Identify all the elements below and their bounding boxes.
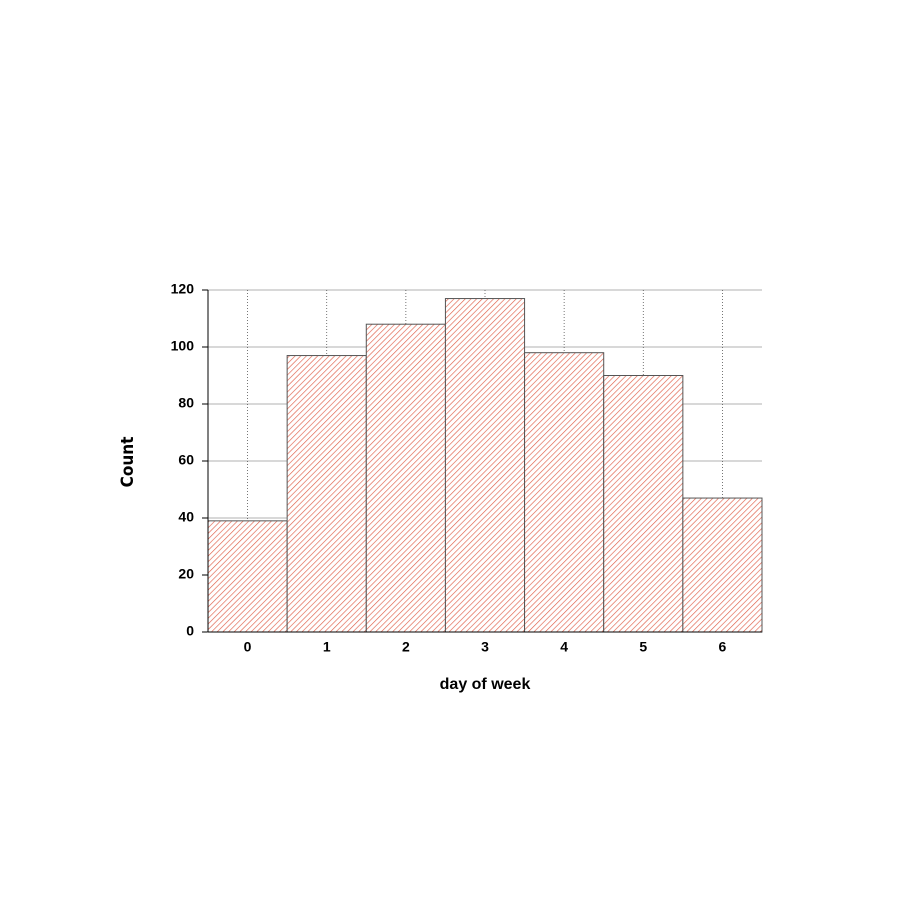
y-tick-label: 120 xyxy=(171,281,195,297)
x-axis-label: day of week xyxy=(440,676,531,693)
bar xyxy=(444,298,526,633)
bar xyxy=(682,497,763,633)
x-tick-label: 6 xyxy=(719,639,727,655)
bar xyxy=(603,375,684,633)
x-tick-label: 5 xyxy=(639,639,647,655)
y-tick-label: 40 xyxy=(178,509,194,525)
bar xyxy=(207,520,288,633)
x-tick-label: 1 xyxy=(323,639,331,655)
y-tick-label: 100 xyxy=(171,338,195,354)
x-tick-label: 4 xyxy=(560,639,568,655)
bar xyxy=(286,355,367,633)
y-tick-label: 20 xyxy=(178,566,194,582)
x-tick-label: 0 xyxy=(244,639,252,655)
y-tick-label: 60 xyxy=(178,452,194,468)
bar xyxy=(524,352,605,633)
x-tick-label: 2 xyxy=(402,639,410,655)
bar xyxy=(365,323,446,633)
x-tick-label: 3 xyxy=(481,639,489,655)
y-tick-label: 80 xyxy=(178,395,194,411)
y-axis-label: Count xyxy=(118,437,138,488)
y-tick-label: 0 xyxy=(186,623,194,639)
